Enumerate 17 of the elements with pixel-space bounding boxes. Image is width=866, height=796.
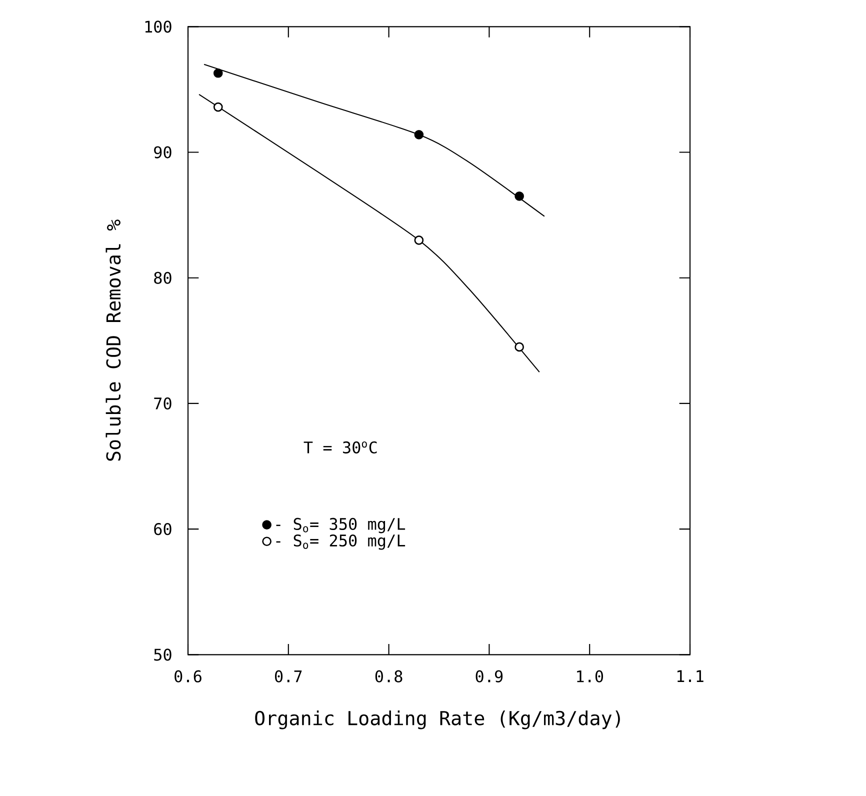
x-axis-title: Organic Loading Rate (Kg/m3/day)	[255, 710, 620, 730]
legend-label: - S$_{o}$= 350 mg/L	[276, 518, 406, 534]
annotation: T = 30$^{o}$C	[304, 441, 377, 454]
y-tick-label: 50	[154, 648, 172, 661]
x-tick-label: 0.9	[476, 670, 503, 682]
x-tick-label: 0.8	[375, 670, 402, 682]
y-tick-label: 60	[154, 523, 172, 536]
x-tick-label: 1.1	[677, 670, 704, 682]
y-tick-label: 70	[154, 397, 172, 410]
y-axis-title: Soluble COD Removal %	[106, 220, 121, 461]
x-tick-label: 0.7	[275, 670, 302, 682]
legend-label: - S$_{o}$= 250 mg/L	[276, 534, 406, 550]
y-tick-label: 100	[145, 20, 172, 33]
x-tick-label: 0.6	[174, 670, 202, 682]
y-tick-label: 90	[154, 146, 172, 158]
x-tick-label: 1.0	[577, 670, 604, 682]
y-tick-label: 80	[154, 272, 172, 284]
